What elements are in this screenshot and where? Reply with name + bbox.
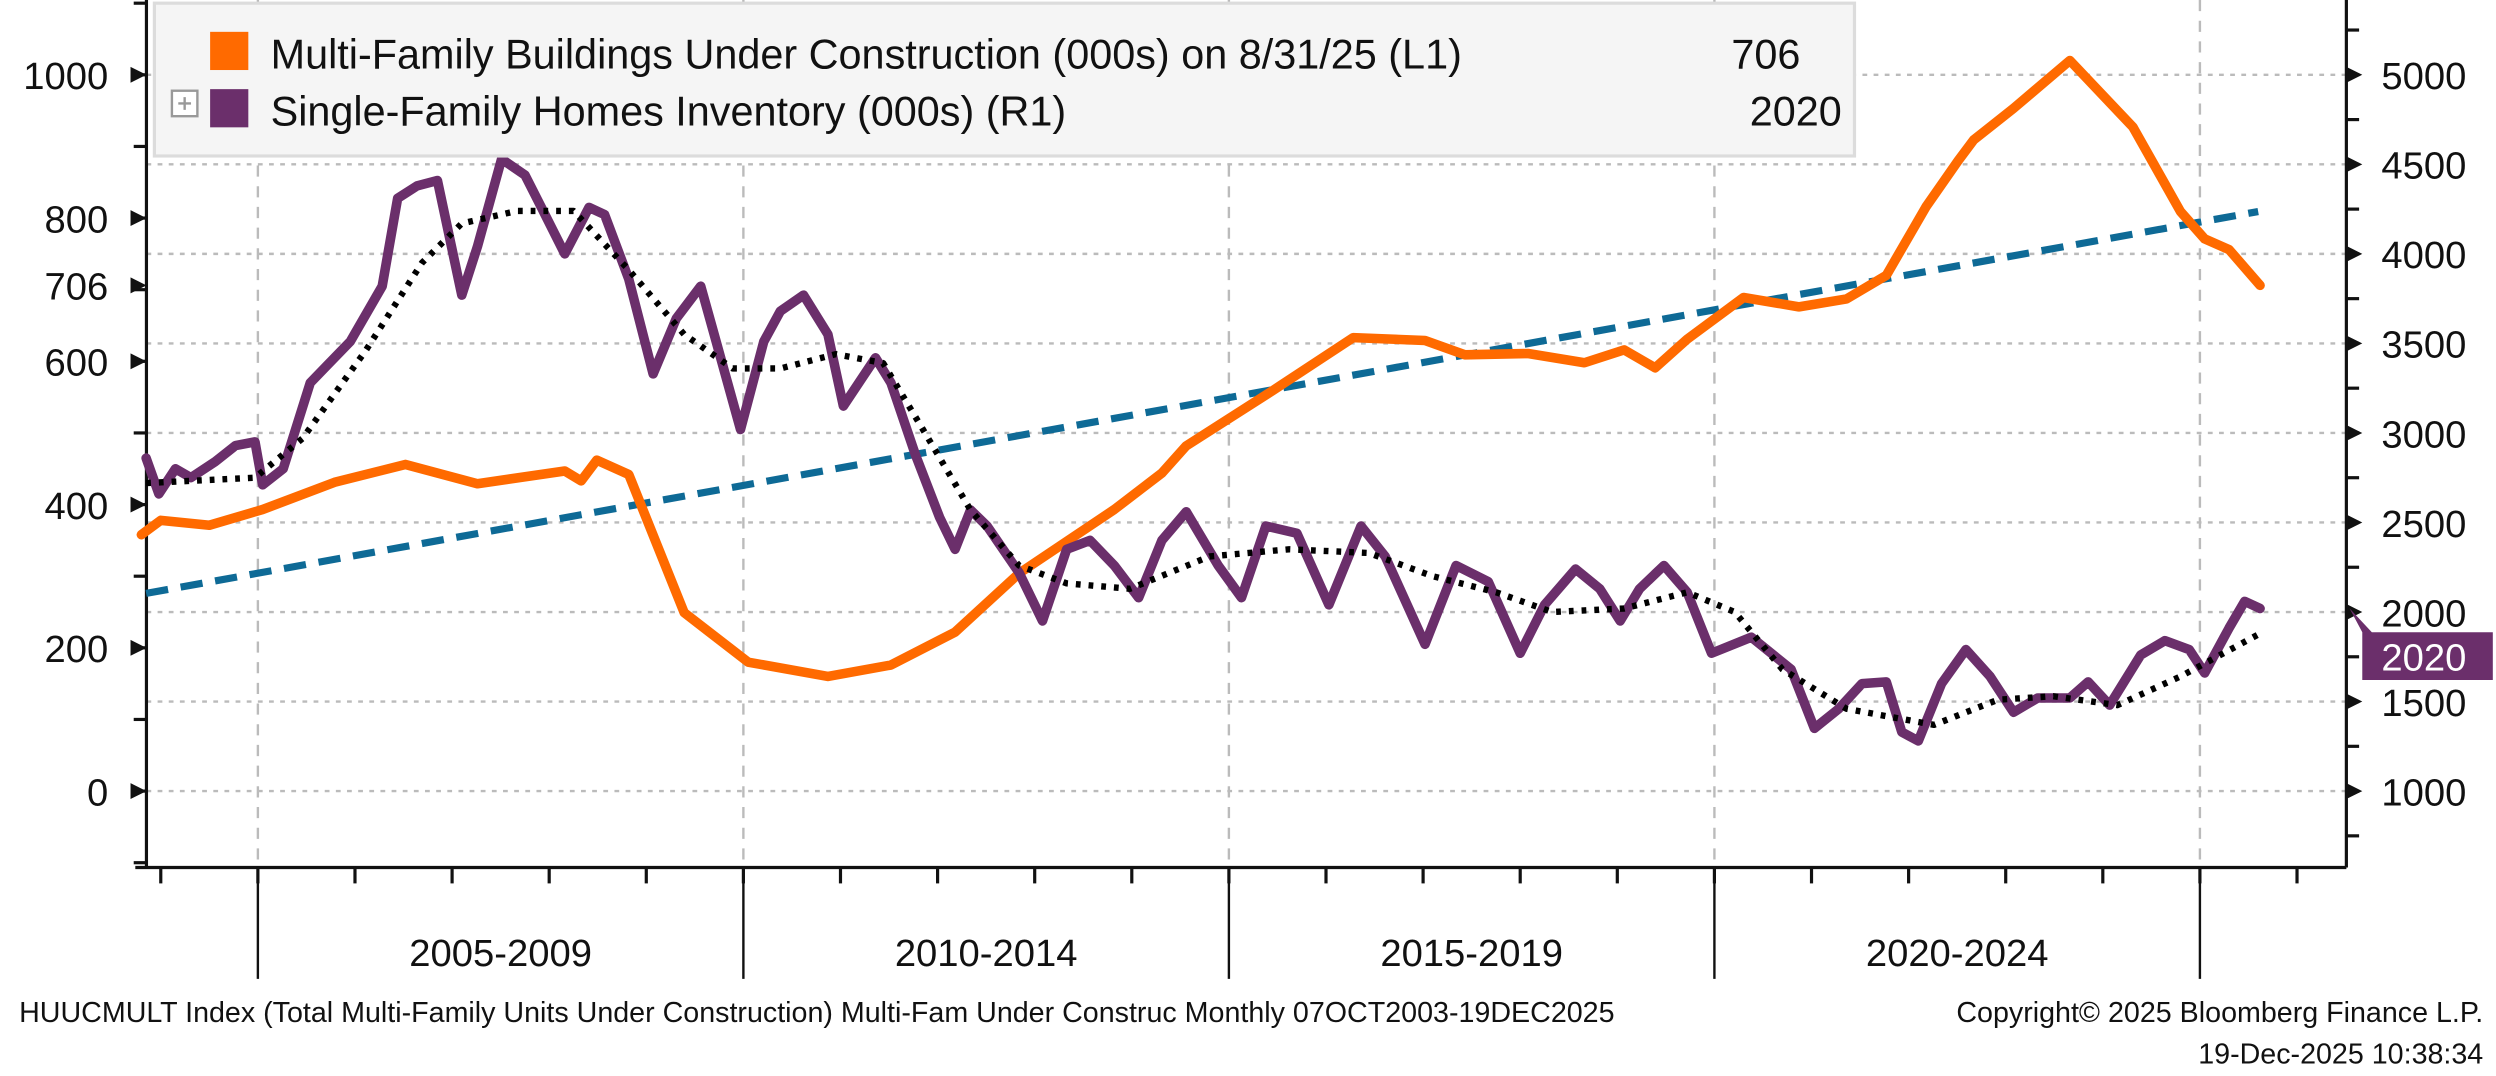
series-line-moving-average	[145, 207, 2262, 729]
left-tick-arrow	[130, 639, 147, 656]
right-tick-arrow	[2346, 514, 2363, 531]
right-tick-label: 4000	[2381, 234, 2466, 277]
right-tick-arrow	[2346, 156, 2363, 173]
legend-swatch-single-family	[210, 89, 249, 128]
legend-label-single-family: Single-Family Homes Inventory (000s) (R1…	[271, 89, 1067, 135]
series-line-trend	[145, 208, 2259, 597]
right-tick-label: 5000	[2381, 55, 2466, 98]
left-tick-label: 800	[45, 198, 109, 241]
axes: 1000800600400200070650004500400035003000…	[23, 0, 2493, 979]
legend-box	[152, 1, 1857, 158]
series-layer	[136, 55, 2265, 746]
left-tick-label: 400	[45, 485, 109, 528]
right-tick-arrow	[2346, 66, 2363, 83]
left-tick-arrow	[130, 66, 147, 83]
right-tick-arrow	[2346, 424, 2363, 441]
footer-source: HUUCMULT Index (Total Multi-Family Units…	[19, 997, 1614, 1029]
left-tick-arrow	[130, 783, 147, 800]
footer-timestamp: 19-Dec-2025 10:38:34	[2198, 1038, 2483, 1070]
right-tick-label: 2500	[2381, 503, 2466, 546]
legend: Multi-Family Buildings Under Constructio…	[152, 1, 1857, 158]
right-tick-arrow	[2346, 783, 2363, 800]
right-tick-label: 1000	[2381, 771, 2466, 814]
right-tick-arrow	[2346, 693, 2363, 710]
left-tick-label: 200	[45, 628, 109, 671]
left-last-value-label: 706	[45, 266, 109, 309]
series-line-multi-family	[136, 55, 2265, 682]
footer-copyright: Copyright© 2025 Bloomberg Finance L.P.	[1956, 997, 2483, 1029]
right-last-value-label: 2020	[2381, 637, 2466, 680]
right-tick-arrow	[2346, 245, 2363, 262]
legend-value-single-family: 2020	[1750, 89, 1842, 135]
left-tick-label: 0	[87, 771, 108, 814]
left-tick-label: 600	[45, 342, 109, 385]
right-tick-arrow	[2346, 604, 2363, 620]
right-tick-label: 3500	[2381, 324, 2466, 367]
left-tick-arrow	[130, 353, 147, 370]
x-tick-label: 2005-2009	[409, 932, 592, 975]
x-tick-label: 2010-2014	[895, 932, 1078, 975]
right-tick-label: 2000	[2381, 592, 2466, 635]
legend-label-multi-family: Multi-Family Buildings Under Constructio…	[271, 31, 1462, 77]
right-last-value-badge	[2349, 608, 2493, 681]
plus-square-icon[interactable]	[170, 89, 199, 118]
left-last-value-arrow	[130, 277, 147, 294]
right-tick-label: 1500	[2381, 682, 2466, 725]
left-tick-arrow	[130, 496, 147, 513]
right-tick-label: 4500	[2381, 145, 2466, 188]
legend-value-multi-family: 706	[1731, 31, 1800, 77]
x-tick-label: 2015-2019	[1380, 932, 1563, 975]
x-tick-label: 2020-2024	[1866, 932, 2049, 975]
right-tick-label: 3000	[2381, 413, 2466, 456]
legend-swatch-multi-family	[210, 31, 249, 71]
right-tick-arrow	[2346, 335, 2363, 352]
series-line-single-family	[141, 154, 2265, 746]
left-tick-label: 1000	[23, 55, 108, 98]
left-tick-arrow	[130, 210, 147, 227]
